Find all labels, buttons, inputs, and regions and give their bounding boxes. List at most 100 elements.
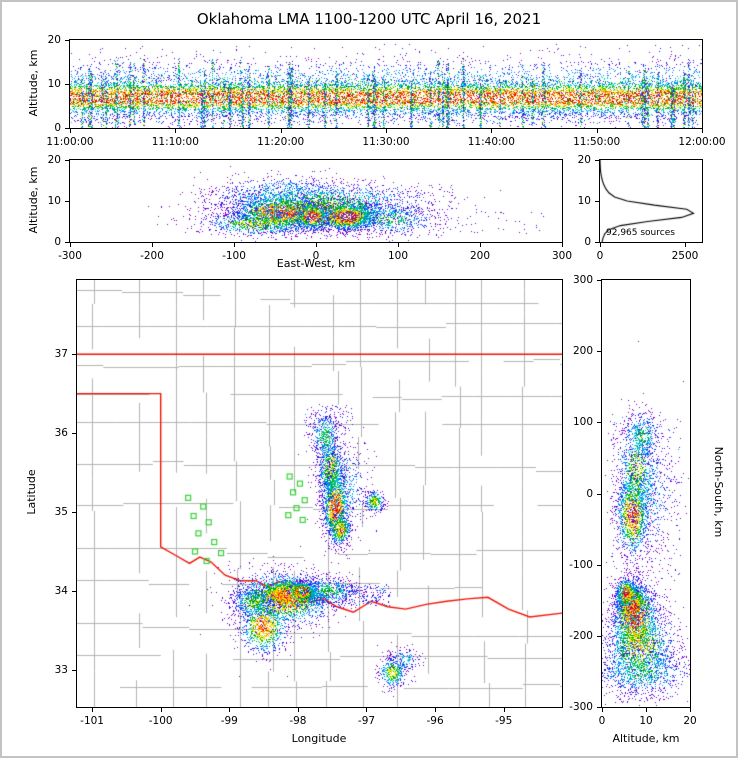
y-tick-mark [65,160,69,161]
y-tick-label: 10 [47,195,61,207]
x-tick-label: 20 [683,715,697,727]
x-tick-label: -101 [80,715,104,727]
y-tick-label: 20 [47,34,61,46]
ew-panel-xlabel: East-West, km [276,257,356,270]
east-west-altitude-panel [69,159,563,243]
x-tick-mark [70,243,71,247]
ns-panel-ylabel: North-South, km [712,446,725,538]
x-tick-label: 300 [551,250,573,262]
y-tick-label: 20 [577,154,591,166]
y-tick-label: -100 [569,558,593,571]
x-tick-mark [685,243,686,247]
y-tick-label: 37 [54,348,68,361]
x-tick-mark [229,708,231,712]
map-xlabel: Longitude [291,732,347,745]
x-tick-mark [602,708,603,712]
x-tick-mark [92,708,94,712]
x-tick-label: 12:00:00 [678,136,726,148]
x-tick-mark [596,129,598,133]
north-south-altitude-panel [601,279,691,708]
y-tick-label: 34 [54,584,68,597]
x-tick-mark [280,129,282,133]
x-tick-label: 0 [596,250,604,262]
x-tick-mark [491,129,493,133]
x-tick-mark [646,708,647,712]
y-tick-label: 10 [577,195,591,207]
source-histogram-panel [599,159,703,243]
x-tick-label: 11:40:00 [467,136,515,148]
y-tick-label: 10 [47,78,61,90]
figure-title: Oklahoma LMA 1100-1200 UTC April 16, 202… [196,10,542,28]
x-tick-label: -100 [222,250,246,262]
y-tick-mark [65,201,69,202]
x-tick-mark [160,708,162,712]
y-tick-mark [72,669,76,671]
y-tick-mark [65,242,69,243]
y-tick-mark [72,512,76,514]
y-tick-mark [72,433,76,435]
y-tick-label: 0 [54,236,61,248]
plan-view-map-panel [76,279,563,708]
map-ylabel: Latitude [25,469,38,515]
x-tick-label: 10 [639,715,653,727]
y-tick-mark [597,707,601,708]
y-tick-label: -300 [569,701,593,713]
y-tick-mark [72,590,76,592]
x-tick-mark [316,243,317,247]
y-tick-label: 200 [572,345,593,358]
x-tick-label: 11:50:00 [573,136,621,148]
y-tick-mark [597,635,601,637]
y-tick-mark [595,201,599,202]
x-tick-label: 11:10:00 [151,136,199,148]
y-tick-mark [595,160,599,161]
x-tick-mark [297,708,299,712]
x-tick-mark [234,243,235,247]
x-tick-mark [690,708,691,712]
x-tick-label: -100 [148,715,173,727]
x-tick-mark [503,708,505,712]
y-tick-label: 300 [572,274,593,286]
y-tick-mark [65,84,69,85]
y-tick-label: 0 [54,122,61,134]
y-tick-mark [597,422,601,424]
y-tick-mark [597,493,601,495]
y-tick-label: 36 [54,427,68,440]
x-tick-label: 2500 [671,250,699,262]
x-tick-mark [480,243,481,247]
y-tick-label: 0 [584,236,591,248]
x-tick-mark [386,129,387,133]
x-tick-mark [366,708,368,712]
x-tick-label: -96 [426,715,444,727]
x-tick-label: 0 [312,250,320,262]
x-tick-mark [562,243,563,247]
y-tick-label: 33 [54,663,68,676]
x-tick-label: -95 [495,715,513,727]
y-tick-label: 100 [572,416,593,429]
x-tick-label: -99 [220,715,238,727]
x-tick-mark [152,243,153,247]
x-tick-label: 11:00:00 [46,136,94,148]
y-tick-mark [65,128,69,129]
y-tick-mark [597,280,601,281]
y-tick-mark [595,242,599,243]
y-tick-mark [597,564,601,566]
ns-panel-xlabel: Altitude, km [612,732,680,745]
y-tick-mark [65,40,69,41]
source-count-label: 92,965 sources [606,228,675,238]
x-tick-mark [435,708,437,712]
x-tick-label: -200 [140,250,164,262]
time-height-panel [69,39,703,129]
x-tick-mark [175,129,177,133]
x-tick-mark [70,129,71,133]
y-tick-label: 20 [47,154,61,166]
y-tick-label: 35 [54,506,68,519]
x-tick-mark [702,129,703,133]
x-tick-label: -98 [289,715,307,727]
x-tick-label: -97 [357,715,376,727]
x-tick-label: 200 [469,250,491,262]
y-tick-mark [72,354,76,356]
x-tick-label: 11:30:00 [362,136,410,148]
x-tick-mark [398,243,399,247]
y-tick-label: 0 [586,487,593,500]
